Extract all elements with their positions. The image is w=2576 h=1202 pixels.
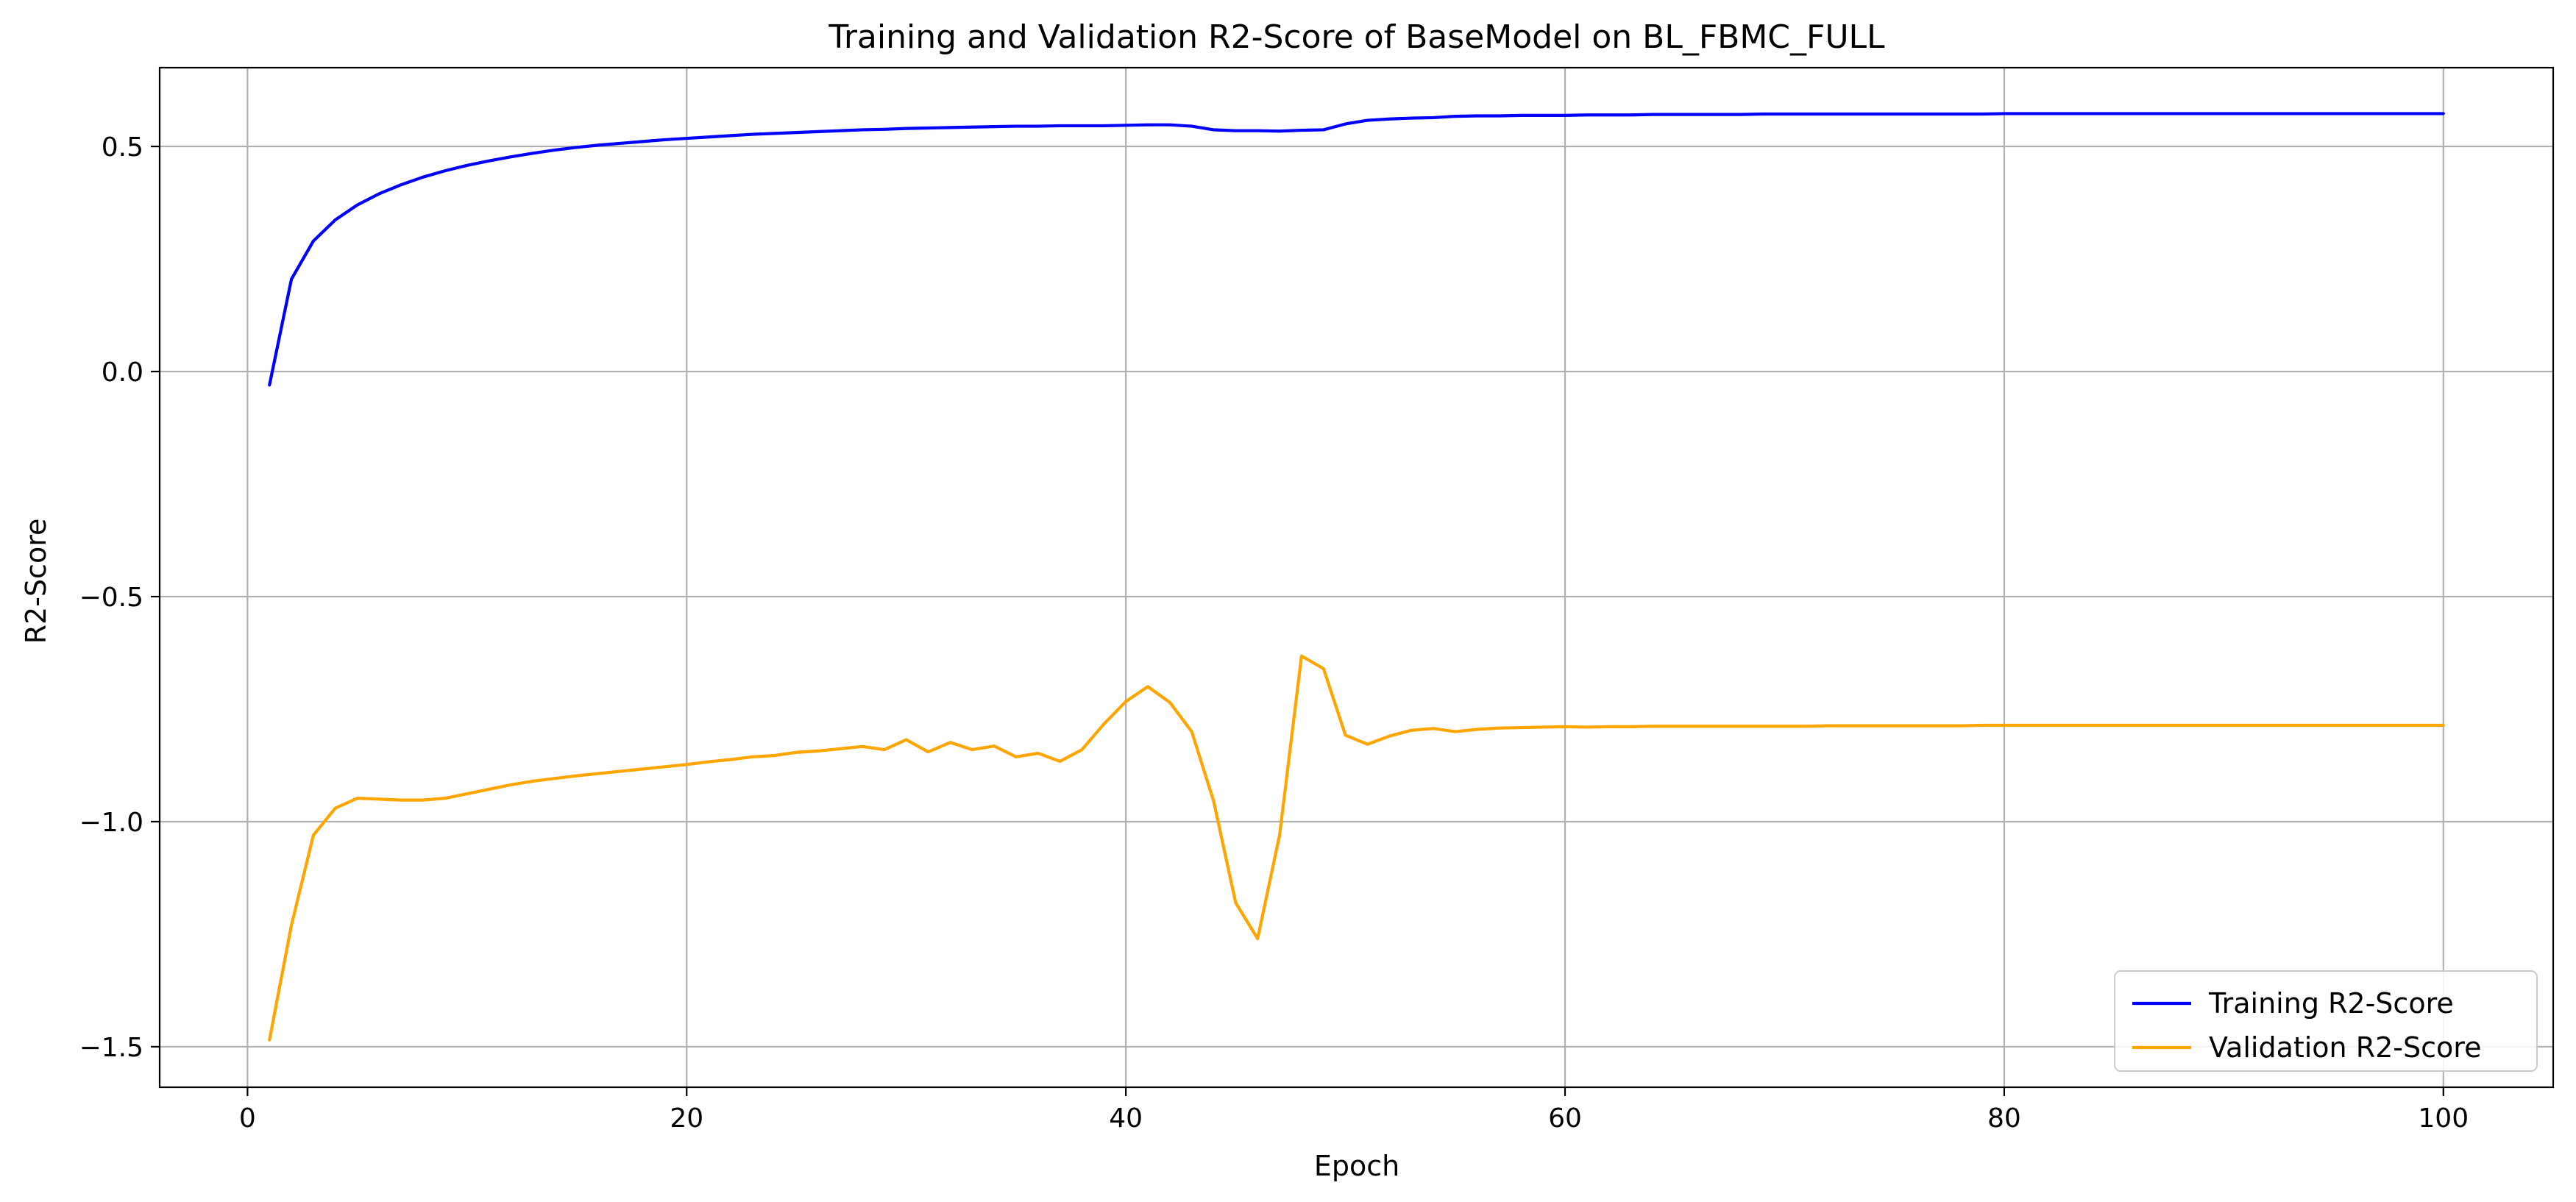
- legend-box: [2114, 970, 2538, 1072]
- x-tick-label: 100: [2418, 1103, 2469, 1134]
- x-tick-label: 60: [1548, 1103, 1582, 1134]
- legend: Training R2-Score Validation R2-Score: [2114, 970, 2538, 1072]
- legend-label: Validation R2-Score: [2209, 1031, 2481, 1064]
- y-tick-label: 0.5: [102, 132, 143, 163]
- series-line-validation: [268, 654, 2445, 1042]
- plot-frame: [158, 66, 2555, 1089]
- series-line-training: [268, 112, 2445, 387]
- y-tick-label: 0.0: [102, 358, 143, 388]
- series-lines: [268, 112, 2445, 1042]
- x-axis-label: Epoch: [1314, 1150, 1399, 1182]
- axis-ticks: 0 20 40 60 80 100 −1.5 −1.0 −0.5 0.0 0.5: [79, 132, 2469, 1134]
- x-tick-label: 80: [1987, 1103, 2021, 1134]
- chart-title: Training and Validation R2-Score of Base…: [828, 18, 1885, 56]
- y-tick-label: −1.5: [79, 1033, 143, 1063]
- y-axis-label: R2-Score: [20, 519, 52, 644]
- y-tick-label: −1.0: [79, 808, 143, 838]
- x-tick-label: 20: [670, 1103, 703, 1134]
- legend-label: Training R2-Score: [2208, 987, 2454, 1020]
- grid-lines: [160, 68, 2553, 1087]
- x-tick-label: 40: [1109, 1103, 1143, 1134]
- y-tick-label: −0.5: [79, 583, 143, 613]
- x-tick-label: 0: [239, 1103, 256, 1134]
